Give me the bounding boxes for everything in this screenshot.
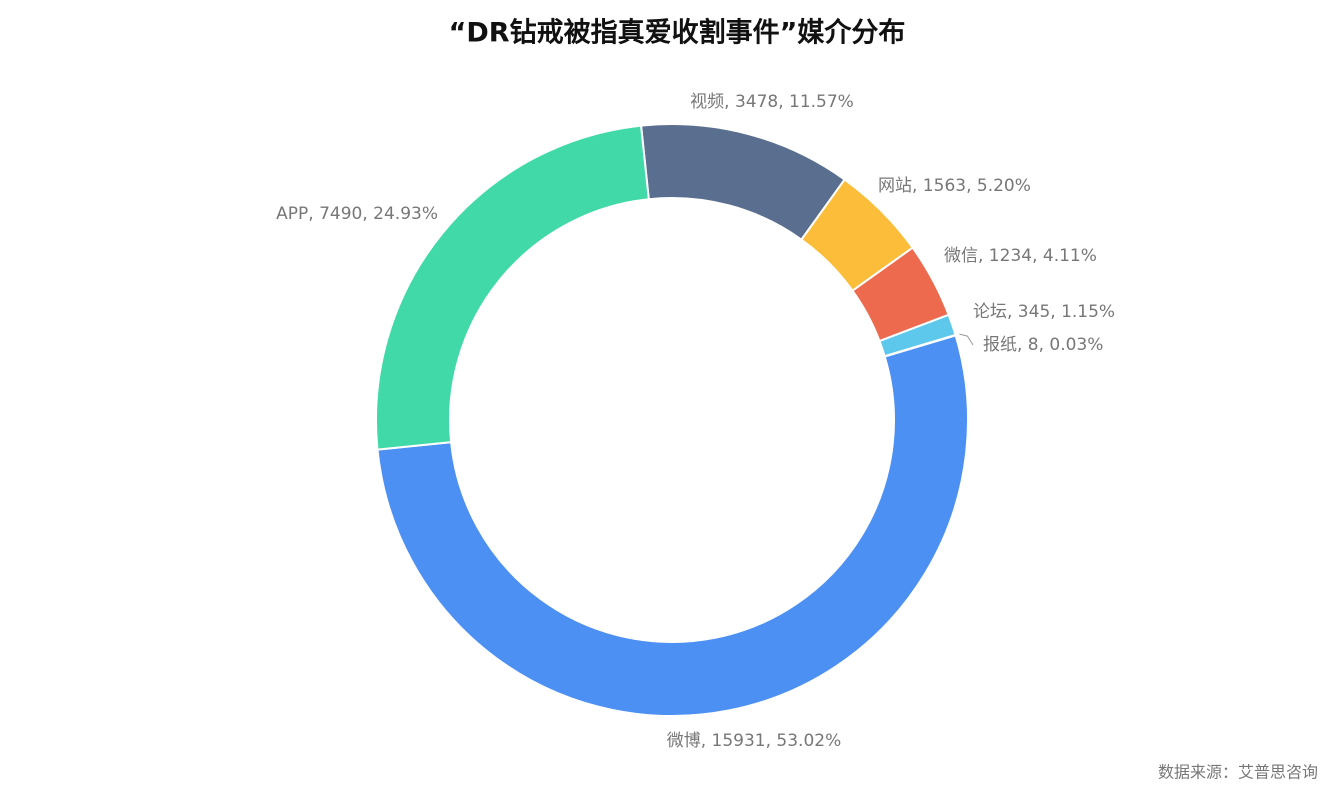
slice-label: APP, 7490, 24.93% bbox=[276, 204, 438, 224]
slice-label: 微博, 15931, 53.02% bbox=[667, 731, 842, 751]
chart-title: “DR钻戒被指真爱收割事件”媒介分布 bbox=[449, 17, 906, 49]
slice-label: 网站, 1563, 5.20% bbox=[878, 176, 1031, 196]
donut-slice bbox=[376, 334, 969, 717]
slice-label: 论坛, 345, 1.15% bbox=[973, 302, 1115, 322]
source-note: 数据来源：艾普思咨询 bbox=[1158, 763, 1318, 782]
slice-label: 视频, 3478, 11.57% bbox=[690, 92, 854, 112]
leader-line bbox=[959, 333, 974, 346]
slice-label: 报纸, 8, 0.03% bbox=[983, 335, 1103, 355]
donut-slice bbox=[375, 124, 650, 451]
slice-label: 微信, 1234, 4.11% bbox=[944, 246, 1097, 266]
